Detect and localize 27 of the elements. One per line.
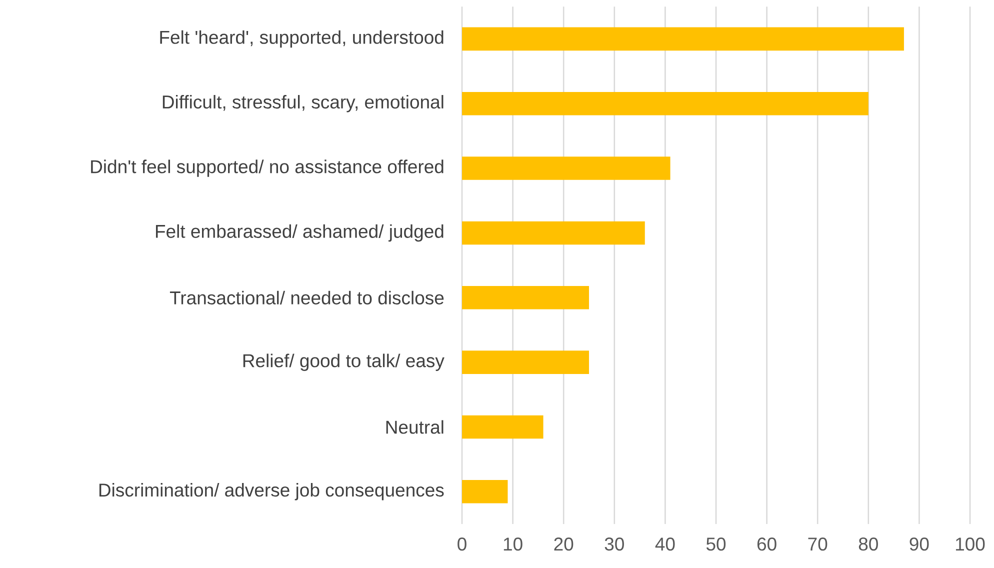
y-tick-label: Felt 'heard', supported, understood [160, 30, 444, 48]
bar [462, 156, 670, 180]
bar [462, 221, 645, 245]
y-tick-label: Discrimination/ adverse job consequences [99, 483, 444, 500]
x-tick-label: 60 [757, 538, 776, 551]
y-tick-label: Transactional/ needed to disclose [170, 290, 444, 304]
bar [462, 27, 904, 51]
x-tick-label: 10 [504, 538, 522, 551]
bar [462, 415, 544, 439]
x-tick-label: 100 [956, 538, 985, 551]
bar [462, 92, 868, 116]
x-tick-label: 80 [858, 538, 878, 551]
x-tick-label: 20 [554, 538, 574, 551]
bar [462, 286, 590, 310]
x-tick-label: 90 [910, 538, 929, 551]
y-tick-label: Relief/ good to talk/ easy [243, 354, 444, 371]
bar [462, 480, 508, 504]
x-tick-label: 30 [604, 538, 624, 551]
y-tick-label: Difficult, stressful, scary, emotional [162, 94, 444, 112]
y-tick-label: Neutral [386, 420, 444, 434]
x-tick-label: 0 [458, 538, 466, 551]
bar [462, 350, 590, 374]
x-tick-label: 40 [655, 538, 675, 551]
x-tick-label: 50 [706, 538, 726, 551]
x-tick-label: 70 [808, 538, 828, 551]
y-tick-label: Didn't feel supported/ no assistance offered [91, 160, 444, 177]
y-tick-label: Felt embarassed/ ashamed/ judged [156, 224, 444, 242]
